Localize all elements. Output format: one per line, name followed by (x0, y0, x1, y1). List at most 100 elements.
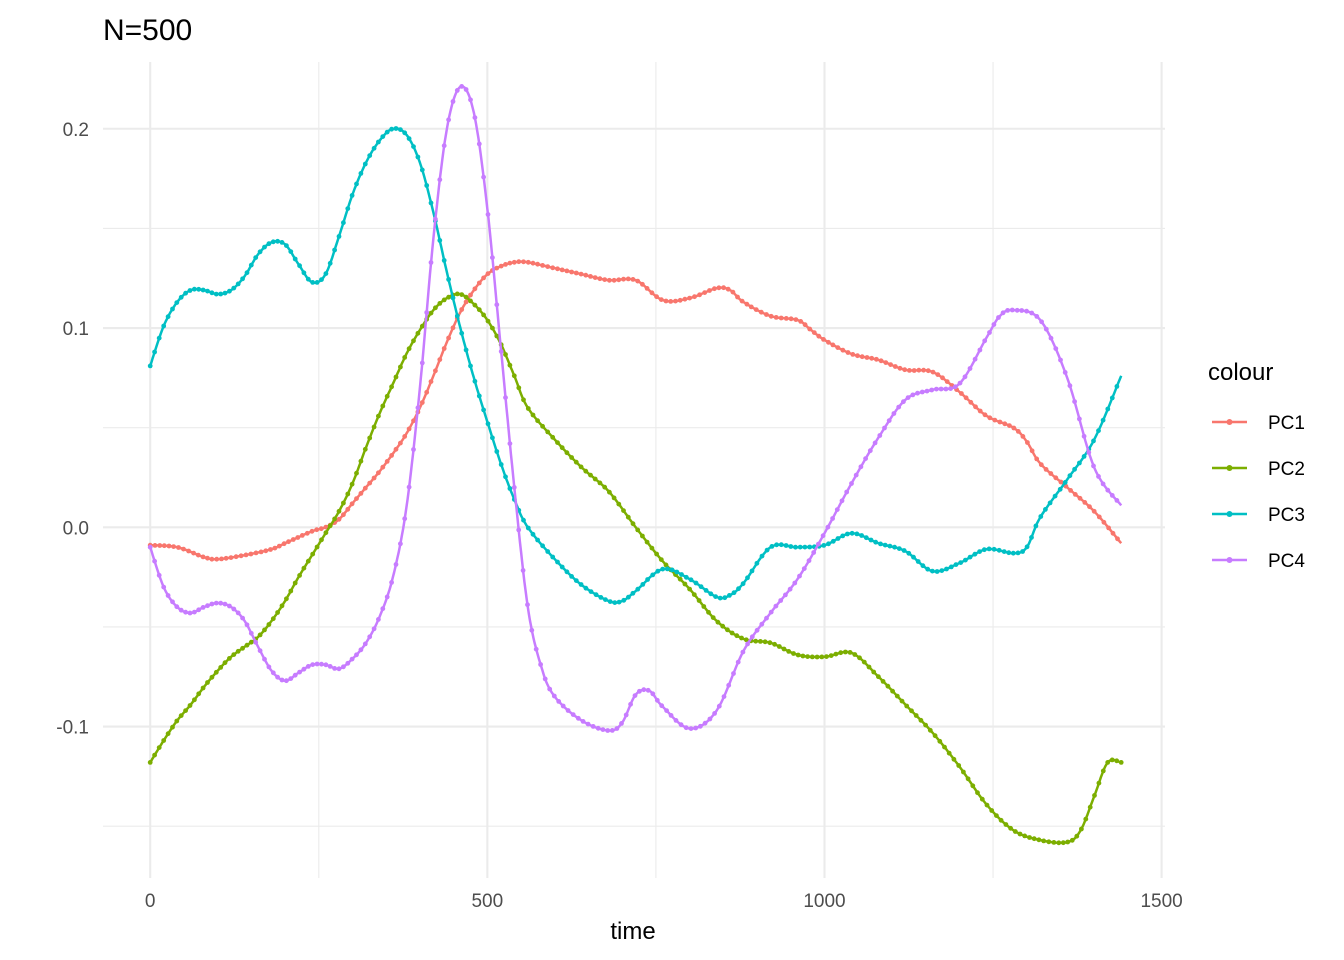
data-point (678, 722, 684, 728)
data-point (336, 516, 342, 522)
data-point (905, 395, 911, 400)
data-point (503, 474, 508, 480)
data-point (607, 277, 612, 283)
data-point (890, 688, 895, 694)
data-point (863, 456, 868, 461)
data-point (703, 588, 709, 593)
data-point (598, 595, 604, 600)
data-point (772, 641, 777, 647)
data-point (327, 260, 333, 266)
data-point (1025, 440, 1030, 445)
data-point (767, 640, 773, 646)
data-point (927, 727, 933, 733)
data-point (362, 485, 368, 491)
data-point (855, 353, 860, 359)
data-point (731, 590, 737, 596)
data-point (503, 395, 508, 400)
data-point (924, 388, 930, 394)
data-point (934, 386, 939, 392)
data-point (693, 580, 699, 586)
data-point (654, 294, 659, 300)
data-point (498, 263, 504, 269)
data-point (540, 423, 545, 429)
data-point (1034, 314, 1040, 319)
data-point (1012, 829, 1018, 834)
data-point (1087, 504, 1092, 510)
data-point (682, 581, 688, 587)
data-point (560, 703, 566, 709)
data-point (909, 708, 914, 714)
data-point (820, 533, 826, 539)
data-point (721, 285, 726, 291)
data-point (830, 516, 835, 521)
data-point (196, 607, 202, 613)
data-point (669, 567, 675, 573)
data-point (446, 294, 451, 300)
data-point (309, 528, 315, 534)
data-point (847, 650, 853, 655)
data-point (288, 676, 294, 681)
data-point (940, 375, 945, 381)
data-point (446, 335, 451, 341)
data-point (573, 578, 579, 583)
data-point (227, 656, 232, 661)
data-point (437, 238, 443, 243)
data-point (389, 580, 394, 585)
data-point (982, 412, 988, 418)
data-point (768, 609, 774, 615)
data-point (174, 718, 180, 724)
data-point (1048, 471, 1054, 476)
data-point (1077, 460, 1082, 466)
data-point (468, 292, 473, 298)
data-point (673, 718, 679, 723)
data-point (1110, 530, 1116, 536)
data-point (588, 589, 594, 594)
data-point (181, 546, 186, 552)
data-point (564, 569, 570, 575)
data-point (578, 582, 584, 587)
data-point (811, 550, 817, 555)
data-point (231, 606, 237, 612)
data-point (535, 261, 540, 267)
data-point (481, 275, 486, 281)
data-point (713, 594, 718, 599)
data-point (349, 501, 355, 507)
data-point (547, 686, 553, 692)
data-point (967, 554, 973, 560)
data-point (411, 418, 416, 424)
data-point (186, 548, 192, 554)
data-point (734, 633, 740, 639)
data-point (635, 527, 641, 533)
data-point (463, 299, 469, 305)
data-point (253, 550, 259, 556)
data-point (376, 470, 381, 476)
data-point (398, 127, 403, 132)
data-point (894, 693, 900, 699)
x-tick-label: 1000 (803, 891, 845, 912)
data-point (632, 693, 638, 698)
data-point (843, 649, 848, 655)
data-point (503, 352, 508, 357)
data-point (835, 536, 841, 541)
data-point (297, 263, 302, 269)
data-point (1029, 448, 1035, 454)
data-point (454, 88, 460, 93)
data-point (874, 356, 879, 362)
data-point (535, 418, 540, 424)
data-point (200, 287, 206, 293)
data-point (944, 566, 949, 572)
data-point (962, 374, 968, 380)
data-point (1067, 473, 1073, 479)
data-point (1046, 839, 1052, 845)
data-point (697, 292, 702, 298)
data-point (698, 584, 704, 590)
data-point (270, 670, 276, 676)
data-point (196, 691, 202, 697)
data-point (380, 403, 386, 409)
data-point (214, 556, 220, 562)
legend: colour PC1 PC2 PC3 PC4 (1208, 359, 1305, 572)
data-point (748, 304, 754, 310)
data-point (778, 542, 784, 548)
data-point (555, 440, 560, 445)
data-point (384, 393, 390, 399)
